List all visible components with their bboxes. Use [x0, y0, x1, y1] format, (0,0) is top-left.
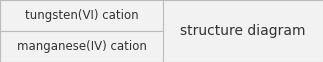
Text: tungsten(VI) cation: tungsten(VI) cation [25, 9, 138, 22]
Text: manganese(IV) cation: manganese(IV) cation [16, 40, 147, 53]
Text: structure diagram: structure diagram [180, 24, 306, 38]
